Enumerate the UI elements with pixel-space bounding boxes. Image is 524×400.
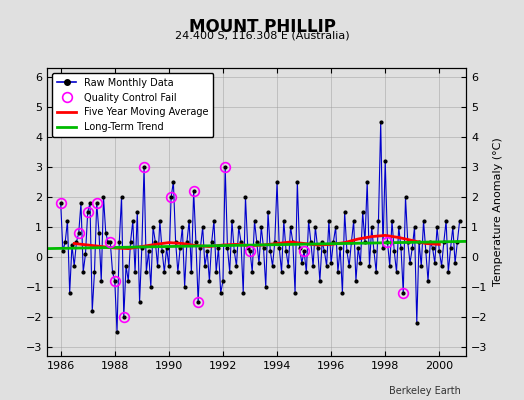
Text: Berkeley Earth: Berkeley Earth xyxy=(389,386,461,396)
Text: MOUNT PHILLIP: MOUNT PHILLIP xyxy=(189,18,335,36)
Legend: Raw Monthly Data, Quality Control Fail, Five Year Moving Average, Long-Term Tren: Raw Monthly Data, Quality Control Fail, … xyxy=(52,73,213,137)
Text: 24.400 S, 116.308 E (Australia): 24.400 S, 116.308 E (Australia) xyxy=(174,30,350,40)
Y-axis label: Temperature Anomaly (°C): Temperature Anomaly (°C) xyxy=(493,138,503,286)
